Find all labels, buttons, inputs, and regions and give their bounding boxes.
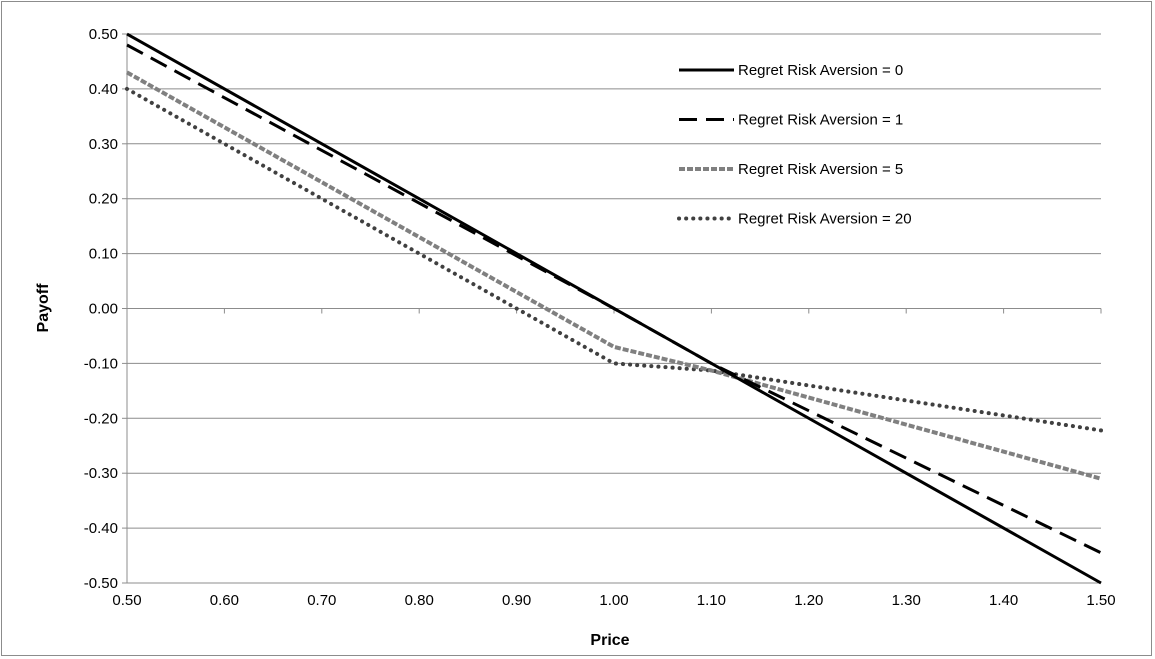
series-line-3	[125, 86, 1103, 433]
y-tick-label: 0.30	[89, 136, 118, 153]
legend-item-0: Regret Risk Aversion = 0	[679, 62, 903, 79]
x-tick-label: 1.20	[794, 592, 823, 609]
series-lines	[125, 32, 1103, 585]
series-line-0	[126, 32, 1102, 585]
x-tick-label: 0.60	[210, 592, 239, 609]
gridlines	[127, 33, 1101, 584]
y-tick-label: 0.00	[89, 301, 118, 318]
y-tick-label: 0.20	[89, 191, 118, 208]
legend-item-2: Regret Risk Aversion = 5	[679, 161, 903, 178]
y-tick-label: -0.40	[84, 520, 118, 537]
x-tick-label: 1.30	[892, 592, 921, 609]
y-axis-title: Payoff	[35, 283, 52, 333]
x-tick-labels: 0.50 0.60 0.70 0.80 0.90 1.00 1.10 1.20 1.30 1.40…	[112, 592, 1115, 609]
x-tick-label: 0.90	[502, 592, 531, 609]
x-tick-label: 0.50	[112, 592, 141, 609]
legend-label: Regret Risk Aversion = 20	[738, 211, 912, 228]
x-tick-label: 1.00	[599, 592, 628, 609]
y-tick-label: -0.20	[84, 410, 118, 427]
series-line-2	[126, 70, 1102, 481]
x-axis-title: Price	[590, 632, 629, 649]
x-tick-label: 1.50	[1086, 592, 1115, 609]
x-tick-label: 0.80	[405, 592, 434, 609]
y-tick-label: -0.10	[84, 355, 118, 372]
legend-label: Regret Risk Aversion = 1	[738, 112, 903, 129]
legend-item-3: Regret Risk Aversion = 20	[677, 211, 912, 228]
legend-label: Regret Risk Aversion = 0	[738, 62, 903, 79]
y-tick-label: -0.30	[84, 465, 118, 482]
y-tick-labels: 0.50 0.40 0.30 0.20 0.10 0.00 -0.10 -0.20 -0.30 -…	[84, 26, 118, 592]
y-tick-label: 0.40	[89, 81, 118, 98]
x-tick-label: 0.70	[307, 592, 336, 609]
legend-item-1: Regret Risk Aversion = 1	[679, 112, 903, 129]
x-tick-label: 1.10	[697, 592, 726, 609]
y-tick-label: 0.50	[89, 26, 118, 43]
x-tick-label: 1.40	[989, 592, 1018, 609]
legend-label: Regret Risk Aversion = 5	[738, 161, 903, 178]
y-tick-label: -0.50	[84, 575, 118, 592]
y-tick-label: 0.10	[89, 246, 118, 263]
legend: Regret Risk Aversion = 0 Regret Risk Aver…	[677, 62, 912, 228]
series-line-1	[126, 43, 1102, 555]
